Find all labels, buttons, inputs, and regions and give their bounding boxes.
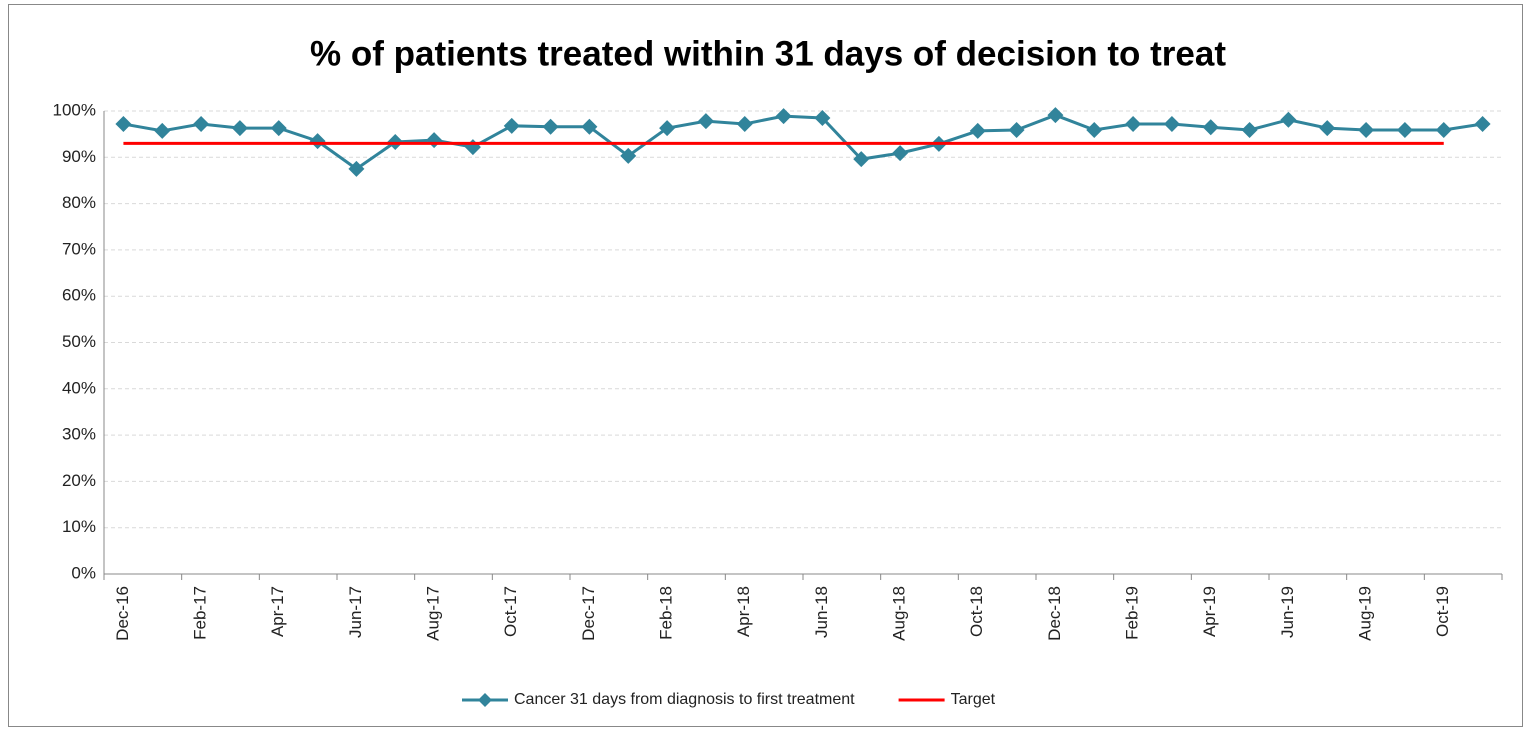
x-tick-label: Feb-19 — [1123, 586, 1142, 640]
point-marker — [270, 120, 287, 137]
point-marker — [231, 120, 248, 137]
x-tick-label: Oct-19 — [1433, 586, 1452, 637]
point-marker — [1047, 107, 1064, 124]
point-marker — [853, 151, 870, 168]
y-tick-label: 40% — [62, 378, 96, 397]
y-tick-label: 100% — [53, 100, 96, 119]
x-tick-label: Apr-17 — [268, 586, 287, 637]
x-tick-label: Dec-18 — [1045, 586, 1064, 641]
x-tick-label: Oct-18 — [967, 586, 986, 637]
point-marker — [193, 115, 210, 132]
point-marker — [1008, 121, 1025, 138]
point-marker — [154, 122, 171, 139]
x-tick-label: Feb-18 — [657, 586, 676, 640]
y-tick-label: 30% — [62, 425, 96, 444]
x-tick-label: Dec-17 — [579, 586, 598, 641]
point-marker — [1358, 121, 1375, 138]
legend-marker — [478, 693, 492, 707]
y-tick-label: 20% — [62, 471, 96, 490]
point-marker — [1241, 121, 1258, 138]
point-marker — [969, 122, 986, 139]
x-tick-label: Jun-18 — [812, 586, 831, 638]
series-line — [123, 113, 1483, 171]
point-marker — [1086, 121, 1103, 138]
x-tick-label: Apr-18 — [734, 586, 753, 637]
y-tick-label: 60% — [62, 286, 96, 305]
x-tick-label: Aug-19 — [1356, 586, 1375, 641]
x-tick-label: Feb-17 — [191, 586, 210, 640]
y-tick-label: 80% — [62, 193, 96, 212]
point-marker — [1396, 121, 1413, 138]
point-marker — [581, 118, 598, 135]
point-marker — [115, 115, 132, 132]
point-marker — [814, 109, 831, 126]
point-marker — [309, 133, 326, 150]
chart-title: % of patients treated within 31 days of … — [310, 34, 1226, 73]
point-marker — [1280, 111, 1297, 128]
point-marker — [503, 117, 520, 134]
x-tick-label: Jun-17 — [346, 586, 365, 638]
point-marker — [542, 118, 559, 135]
legend-label: Target — [951, 691, 996, 708]
point-marker — [659, 120, 676, 137]
point-marker — [1125, 115, 1142, 132]
point-marker — [736, 115, 753, 132]
point-marker — [697, 113, 714, 130]
x-tick-label: Jun-19 — [1278, 586, 1297, 638]
point-marker — [775, 108, 792, 125]
y-tick-label: 90% — [62, 147, 96, 166]
y-tick-label: 10% — [62, 517, 96, 536]
y-tick-label: 50% — [62, 332, 96, 351]
point-marker — [1163, 115, 1180, 132]
point-marker — [348, 160, 365, 177]
point-marker — [620, 147, 637, 164]
x-tick-label: Apr-19 — [1200, 586, 1219, 637]
point-marker — [1474, 115, 1491, 132]
point-marker — [892, 145, 909, 162]
point-marker — [1319, 120, 1336, 137]
x-tick-label: Aug-17 — [424, 586, 443, 641]
x-tick-label: Dec-16 — [113, 586, 132, 641]
point-marker — [1435, 121, 1452, 138]
x-tick-label: Oct-17 — [501, 586, 520, 637]
point-marker — [1202, 119, 1219, 136]
legend-label: Cancer 31 days from diagnosis to first t… — [514, 691, 855, 708]
y-tick-label: 0% — [71, 563, 96, 582]
y-tick-label: 70% — [62, 239, 96, 258]
x-tick-label: Aug-18 — [890, 586, 909, 641]
